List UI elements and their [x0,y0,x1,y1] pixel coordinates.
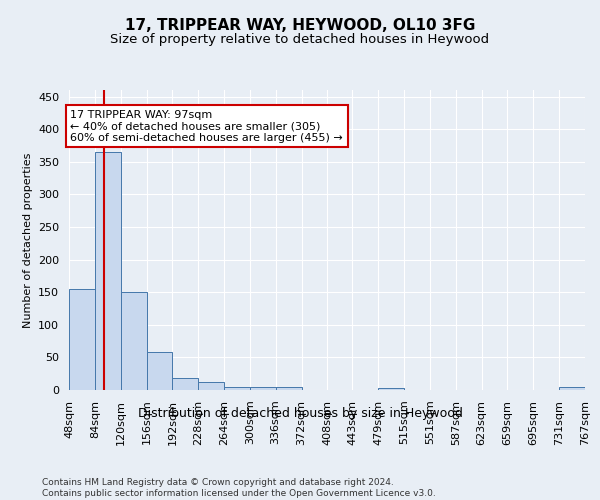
Text: Size of property relative to detached houses in Heywood: Size of property relative to detached ho… [110,32,490,46]
Bar [69,289,95,390]
Bar [146,352,172,390]
Bar [559,386,585,390]
Bar [379,388,404,390]
Text: 17 TRIPPEAR WAY: 97sqm
← 40% of detached houses are smaller (305)
60% of semi-de: 17 TRIPPEAR WAY: 97sqm ← 40% of detached… [70,110,343,143]
Bar [95,152,121,390]
Bar [224,386,250,390]
Text: Distribution of detached houses by size in Heywood: Distribution of detached houses by size … [137,408,463,420]
Y-axis label: Number of detached properties: Number of detached properties [23,152,32,328]
Bar [250,388,275,390]
Bar [121,292,146,390]
Bar [172,378,198,390]
Bar [275,386,302,390]
Bar [198,382,224,390]
Text: 17, TRIPPEAR WAY, HEYWOOD, OL10 3FG: 17, TRIPPEAR WAY, HEYWOOD, OL10 3FG [125,18,475,32]
Text: Contains HM Land Registry data © Crown copyright and database right 2024.
Contai: Contains HM Land Registry data © Crown c… [42,478,436,498]
